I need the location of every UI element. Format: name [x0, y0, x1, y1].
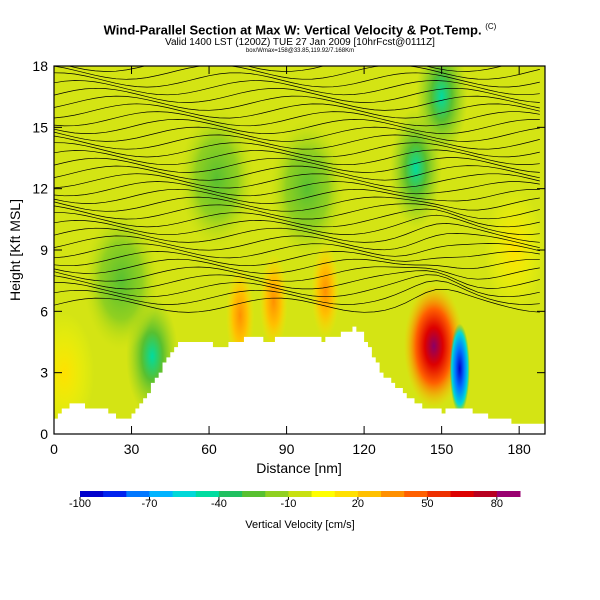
y-tick-label-0: 0 [40, 426, 48, 442]
isentrope-58 [54, 87, 540, 103]
isentrope-38 [54, 165, 540, 181]
isentrope-18 [54, 243, 540, 259]
colorbar-label: Vertical Velocity [cm/s] [245, 519, 354, 531]
plot-area [54, 66, 545, 434]
colorbar-swatch-6 [218, 491, 243, 497]
y-tick-label-18: 18 [32, 58, 48, 74]
isentrope-32 [54, 188, 540, 204]
colorbar-swatch-17 [473, 491, 498, 497]
x-axis: 0 30 60 90 120 150 180 [50, 66, 531, 457]
colorbar-swatch-11 [334, 491, 359, 497]
y-tick-label-6: 6 [40, 303, 48, 319]
colorbar-swatch-8 [265, 491, 289, 497]
isentrope-66 [67, 66, 504, 72]
colorbar-tick-label-0: -100 [69, 498, 91, 510]
colorbar-tick-label-3: -10 [280, 498, 296, 510]
colorbar-swatch-15 [427, 491, 452, 497]
isentrope-30 [54, 196, 540, 212]
colorbar-swatch-16 [450, 491, 475, 497]
x-tick-label-0: 0 [50, 441, 58, 457]
w-feature-0 [403, 284, 464, 409]
w-feature-7 [259, 253, 288, 350]
chart-title: Wind-Parallel Section at Max W: Vertical… [103, 22, 497, 38]
isentrope-4 [54, 288, 540, 313]
isentrope-6 [54, 280, 540, 305]
y-axis: 0 3 6 9 12 15 18 [32, 58, 545, 442]
isentrope-24 [54, 214, 540, 236]
colorbar-swatch-7 [242, 491, 266, 497]
colorbar-swatch-14 [404, 491, 428, 497]
colorbar: -100 -70 -40 -10 20 50 80 [69, 491, 521, 510]
colorbar-tick-label-6: 80 [491, 498, 503, 510]
w-feature-10 [54, 312, 95, 433]
x-axis-label: Distance [nm] [256, 460, 342, 476]
isentrope-50 [54, 119, 540, 135]
isentrope-62 [54, 72, 540, 88]
x-tick-label-30: 30 [124, 441, 140, 457]
isentrope-22 [54, 223, 540, 243]
w-feature-11 [483, 190, 544, 310]
colorbar-tick-label-4: 20 [352, 498, 364, 510]
isentrope-12 [54, 266, 540, 282]
w-feature-6 [311, 242, 340, 339]
colorbar-swatch-1 [103, 491, 127, 497]
colorbar-tick-label-1: -70 [142, 498, 158, 510]
isentrope-64 [54, 66, 540, 80]
y-tick-label-3: 3 [40, 365, 48, 381]
y-tick-label-15: 15 [32, 119, 48, 135]
x-tick-label-180: 180 [507, 441, 531, 457]
isentrope-8 [54, 274, 540, 298]
isentrope-40 [54, 157, 540, 173]
isentrope-48 [54, 126, 540, 142]
colorbar-tick-label-2: -40 [211, 498, 227, 510]
x-tick-label-120: 120 [352, 441, 376, 457]
colorbar-swatch-18 [496, 491, 521, 497]
x-tick-label-150: 150 [430, 441, 454, 457]
isentrope-16 [54, 251, 540, 267]
isentrope-20 [54, 233, 540, 251]
w-feature-1 [449, 323, 470, 414]
colorbar-swatch-12 [357, 491, 382, 497]
isentrope-36 [54, 173, 540, 189]
isentrope-44 [54, 142, 540, 158]
w-feature-12 [415, 66, 468, 157]
terrain-mask [54, 326, 545, 434]
colorbar-swatch-4 [172, 491, 197, 497]
isentrope-52 [54, 111, 540, 127]
colorbar-swatch-9 [288, 491, 313, 497]
colorbar-swatch-13 [381, 491, 405, 497]
isentrope-14 [54, 258, 540, 274]
colorbar-tick-label-5: 50 [421, 498, 433, 510]
info-line: box/Wmax=158@33.85,119.92/7.168Km [245, 48, 355, 54]
valid-time-line: Valid 1400 LST (1200Z) TUE 27 Jan 2009 [… [165, 37, 435, 48]
y-tick-label-9: 9 [40, 242, 48, 258]
isentrope-54 [54, 103, 540, 119]
colorbar-swatch-0 [80, 491, 104, 497]
isentrope-34 [54, 181, 540, 197]
y-axis-label: Height [Kft MSL] [7, 199, 23, 301]
colorbar-swatch-2 [126, 491, 150, 497]
isentrope-10 [54, 270, 540, 290]
w-feature-5 [269, 118, 346, 259]
colorbar-swatch-3 [149, 491, 174, 497]
x-tick-label-60: 60 [201, 441, 217, 457]
isentrope-28 [54, 203, 540, 220]
y-tick-label-12: 12 [32, 181, 48, 197]
x-tick-label-90: 90 [279, 441, 295, 457]
colorbar-swatch-10 [311, 491, 336, 497]
isentrope-56 [54, 95, 540, 111]
colorbar-swatch-5 [195, 491, 220, 497]
isentrope-60 [54, 80, 540, 96]
w-feature-4 [178, 108, 255, 249]
isentrope-46 [54, 134, 540, 150]
isentrope-42 [54, 149, 540, 166]
isentrope-26 [54, 208, 540, 228]
